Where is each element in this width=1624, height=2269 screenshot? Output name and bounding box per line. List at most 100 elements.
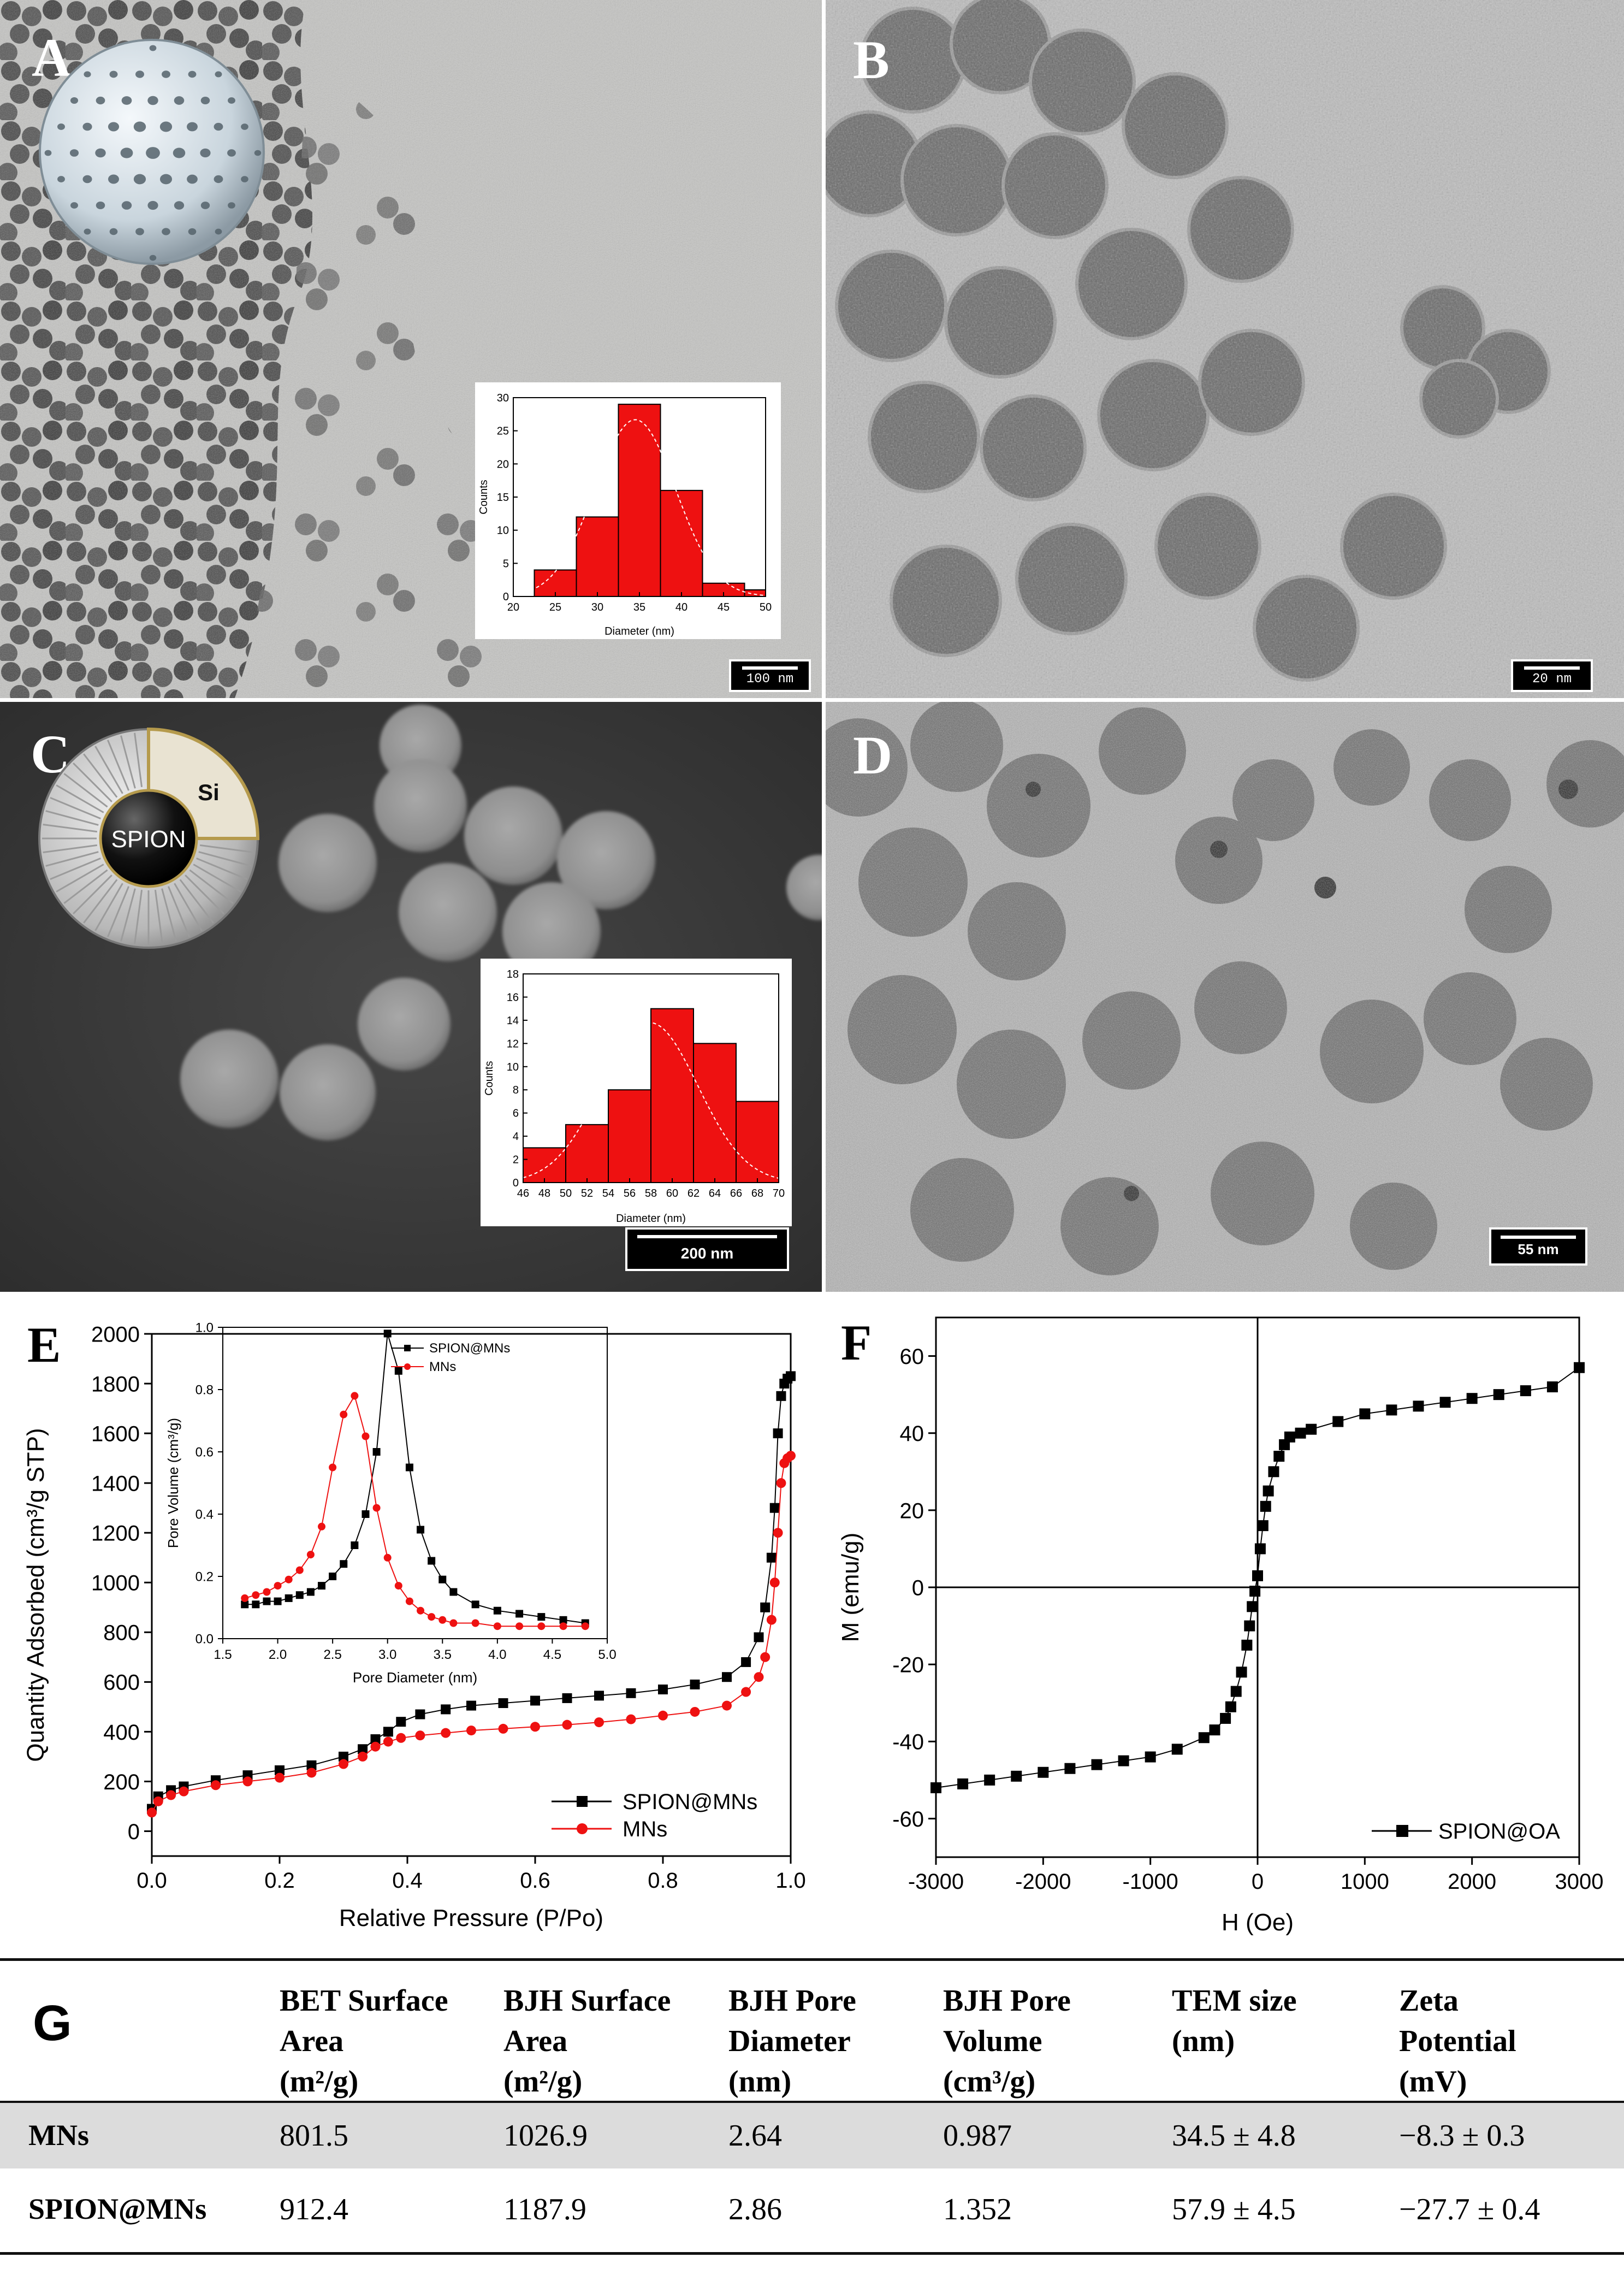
channel-line (120, 888, 136, 942)
data-point (275, 1772, 285, 1783)
inset-y-tick-label: 0.0 (195, 1632, 214, 1647)
inset-data-point (361, 1510, 370, 1518)
data-point (383, 1727, 393, 1737)
core-label: SPION (111, 826, 186, 853)
data-point (1241, 1639, 1253, 1651)
legend-marker (577, 1796, 588, 1807)
tem-image-b (826, 0, 1624, 698)
panel-f-label: F (841, 1315, 872, 1370)
channel-line (154, 889, 163, 944)
histogram-bar (650, 1008, 694, 1184)
core-shell-schematic: SPION Si (38, 727, 260, 949)
header-bjh-pore-volume: BJH Pore Volume (cm³/g) (943, 1981, 1071, 2102)
y-tick-label: 2 (513, 1154, 519, 1166)
pore-dot (57, 176, 65, 182)
data-point (1257, 1520, 1269, 1532)
x-tick-label: 3000 (1555, 1870, 1604, 1894)
y-tick-label: 1000 (91, 1571, 140, 1596)
header-line: (mV) (1399, 2065, 1467, 2099)
pore-dot (82, 122, 92, 131)
header-line: BJH Pore (728, 1984, 856, 2018)
x-tick-label: 48 (538, 1187, 550, 1200)
pore-dot (149, 45, 157, 51)
inset-data-point (285, 1575, 293, 1583)
x-tick-label: 1000 (1341, 1870, 1389, 1894)
y-tick-label: 20 (900, 1499, 924, 1523)
channel-line (199, 844, 254, 853)
inset-data-point (274, 1582, 282, 1590)
y-tick-label: 8 (513, 1084, 519, 1096)
header-line: (m²/g) (280, 2065, 359, 2099)
pore-dot (188, 228, 197, 235)
x-tick-label: 62 (687, 1187, 700, 1200)
cell-zeta: −27.7 ± 0.4 (1399, 2193, 1540, 2226)
legend-marker (1396, 1825, 1408, 1837)
x-axis-label: Diameter (nm) (616, 1213, 686, 1225)
x-tick-label: 30 (591, 601, 603, 613)
pore-dot (147, 200, 158, 210)
scale-bar-line (637, 1235, 778, 1239)
panel-a: A 20 25 30 35 40 45 50 0 5 10 15 20 25 30 Diameter (nm… (0, 0, 822, 698)
pore-dot (215, 71, 222, 78)
cell-bjh-area: 1026.9 (503, 2119, 588, 2153)
histogram-bar (608, 1089, 651, 1183)
panel-f: F -3000 -2000 -1000 0 1000 2000 3000 -60 -40 -20 0… (826, 1300, 1624, 1955)
header-line: TEM size (1172, 1984, 1297, 2018)
y-tick-label: 0 (503, 591, 509, 603)
data-point (658, 1684, 668, 1694)
inset-data-point (263, 1597, 271, 1605)
pore-dot (254, 150, 262, 156)
scale-bar-d: 55 nm (1489, 1227, 1587, 1266)
pore-dot (133, 174, 146, 185)
data-point (1574, 1362, 1585, 1373)
pore-dot (146, 147, 160, 159)
pore-dot (96, 202, 105, 209)
channel-line (94, 883, 123, 931)
data-point (1439, 1397, 1451, 1408)
inset-x-tick-label: 2.5 (323, 1647, 341, 1662)
y-tick-label: 10 (507, 1061, 519, 1073)
data-point (275, 1765, 285, 1775)
data-point (776, 1391, 786, 1401)
channel-line (43, 824, 98, 833)
header-line: (nm) (1172, 2024, 1235, 2058)
data-point (626, 1688, 636, 1698)
pore-dot (188, 70, 197, 78)
data-point (1273, 1451, 1285, 1462)
pore-dot (162, 228, 170, 235)
y-tick-label: 20 (497, 458, 509, 470)
data-point (498, 1698, 508, 1709)
data-point (530, 1695, 540, 1706)
x-tick-label: 0.6 (520, 1869, 550, 1893)
data-point (741, 1657, 751, 1667)
inset-data-point (417, 1606, 425, 1615)
data-point (766, 1615, 777, 1625)
header-line: Area (280, 2024, 344, 2058)
histogram-bar (523, 1147, 566, 1184)
y-tick-label: 1400 (91, 1472, 140, 1496)
x-tick-label: 0.4 (392, 1869, 423, 1893)
y-tick-label: 0 (128, 1820, 140, 1844)
legend-label: SPION@OA (1438, 1819, 1560, 1843)
cell-bjh-diameter: 2.86 (728, 2193, 782, 2226)
mesoporous-sphere-schematic (39, 39, 265, 265)
scale-bar-text: 55 nm (1518, 1241, 1559, 1257)
channel-line (196, 857, 247, 881)
inset-data-point (295, 1566, 304, 1574)
data-point (769, 1503, 780, 1513)
data-point (441, 1728, 451, 1738)
y-axis-label: Quantity Adsorbed (cm³/g STP) (22, 1428, 49, 1762)
data-point (1295, 1427, 1306, 1439)
data-point (594, 1691, 604, 1701)
header-line: Volume (943, 2024, 1042, 2058)
inset-x-tick-label: 5.0 (598, 1647, 616, 1662)
data-point (773, 1428, 783, 1439)
data-point (1171, 1744, 1183, 1755)
data-point (242, 1776, 253, 1787)
x-tick-label: 0.0 (137, 1869, 167, 1893)
data-point (984, 1774, 995, 1786)
table-row: SPION@MNs 912.4 1187.9 2.86 1.352 57.9 ±… (0, 2177, 1624, 2242)
data-point (786, 1451, 796, 1461)
data-point (776, 1478, 786, 1488)
panel-a-label: A (32, 27, 72, 88)
